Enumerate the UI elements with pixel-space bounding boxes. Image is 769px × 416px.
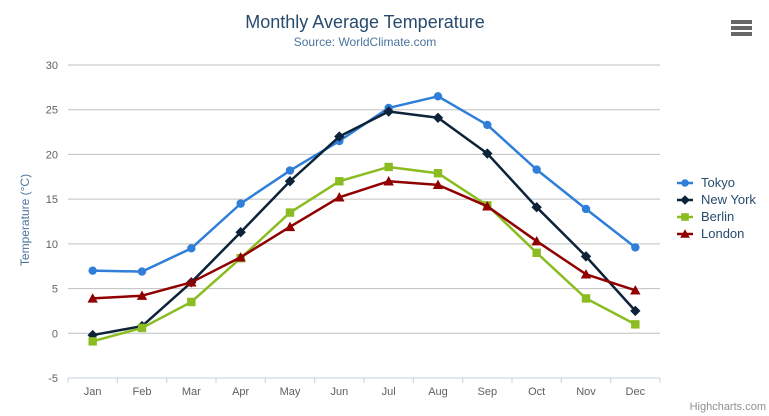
x-axis-label: Jan <box>84 386 102 398</box>
legend-item-label: Tokyo <box>701 175 735 190</box>
data-point-new-york[interactable] <box>235 227 246 238</box>
legend: Tokyo New York Berlin London <box>676 174 756 242</box>
data-point-tokyo[interactable] <box>483 120 492 130</box>
series-line-berlin <box>91 165 637 343</box>
data-point-berlin[interactable] <box>335 177 344 186</box>
data-point-tokyo[interactable] <box>285 166 295 175</box>
data-point-tokyo[interactable] <box>532 165 541 174</box>
hamburger-icon <box>729 20 754 36</box>
data-point-tokyo[interactable] <box>88 266 97 275</box>
data-point-london[interactable] <box>284 221 296 232</box>
square-marker-icon <box>677 212 693 221</box>
x-axis-label: Sep <box>478 386 498 398</box>
series-line-london <box>91 180 637 300</box>
y-axis-label: 0 <box>52 328 58 340</box>
data-point-tokyo[interactable] <box>581 204 591 214</box>
legend-marker-symbol <box>680 228 690 238</box>
data-point-berlin[interactable] <box>137 323 147 333</box>
export-menu-button[interactable] <box>729 18 754 38</box>
data-point-berlin[interactable] <box>631 320 640 329</box>
y-axis-label: 15 <box>46 194 58 206</box>
legend-item-new-york[interactable]: New York <box>676 191 756 208</box>
data-point-berlin[interactable] <box>88 337 97 346</box>
y-axis-label: 25 <box>46 105 58 117</box>
y-axis-label: 5 <box>52 284 58 296</box>
data-point-new-york[interactable] <box>383 106 394 117</box>
data-point-tokyo[interactable] <box>433 92 443 101</box>
legend-item-label: Berlin <box>701 209 735 224</box>
data-point-tokyo[interactable] <box>187 244 196 253</box>
x-axis-label: Nov <box>576 386 596 398</box>
data-point-london[interactable] <box>580 269 592 279</box>
data-point-london[interactable] <box>630 285 641 295</box>
y-axis-label: 20 <box>46 149 58 161</box>
x-axis-label: Jun <box>330 386 348 398</box>
data-point-new-york[interactable] <box>334 131 345 142</box>
data-point-new-york[interactable] <box>284 176 296 187</box>
legend-marker-symbol <box>680 194 690 205</box>
chart-subtitle: Source: WorldClimate.com <box>293 35 437 49</box>
x-axis-label: May <box>280 386 301 398</box>
legend-item-label: New York <box>701 192 756 207</box>
data-point-london[interactable] <box>531 235 542 246</box>
y-axis-label: 10 <box>46 239 58 251</box>
data-point-berlin[interactable] <box>433 169 443 178</box>
data-point-london[interactable] <box>482 201 493 211</box>
data-point-london[interactable] <box>432 179 444 190</box>
data-point-berlin[interactable] <box>581 294 591 303</box>
series-line-new-york <box>91 110 637 337</box>
triangle-marker-icon <box>677 228 693 238</box>
legend-item-berlin[interactable]: Berlin <box>676 208 756 225</box>
x-axis-label: Feb <box>133 386 152 398</box>
data-point-new-york[interactable] <box>432 112 444 123</box>
data-point-berlin[interactable] <box>532 248 541 257</box>
series-line-tokyo <box>91 95 637 273</box>
x-axis-label: Apr <box>232 386 249 398</box>
data-point-tokyo[interactable] <box>236 199 245 208</box>
credits-link[interactable]: Highcharts.com <box>689 401 766 413</box>
circle-marker-icon <box>677 178 693 187</box>
x-axis-label: Dec <box>626 386 646 398</box>
data-point-london[interactable] <box>235 252 246 262</box>
x-axis-label: Jul <box>382 386 396 398</box>
data-point-tokyo[interactable] <box>631 243 640 252</box>
y-axis-label: 30 <box>46 60 58 72</box>
legend-item-label: London <box>701 226 745 241</box>
data-point-new-york[interactable] <box>580 251 592 262</box>
data-point-new-york[interactable] <box>531 201 542 213</box>
x-axis-label: Aug <box>428 386 448 398</box>
y-axis-label: -5 <box>48 373 58 385</box>
data-point-london[interactable] <box>136 290 148 300</box>
legend-marker-symbol <box>681 178 689 187</box>
data-point-berlin[interactable] <box>384 162 393 172</box>
legend-item-tokyo[interactable]: Tokyo <box>676 174 756 191</box>
x-axis-label: Mar <box>182 386 201 398</box>
data-point-london[interactable] <box>186 277 197 287</box>
legend-marker-symbol <box>681 212 689 221</box>
data-point-london[interactable] <box>383 176 394 186</box>
data-point-berlin[interactable] <box>285 208 295 217</box>
data-point-london[interactable] <box>334 192 345 202</box>
data-point-berlin[interactable] <box>187 297 196 307</box>
legend-item-london[interactable]: London <box>676 225 756 242</box>
chart-title: Monthly Average Temperature <box>245 12 485 32</box>
data-point-new-york[interactable] <box>630 305 641 317</box>
diamond-marker-icon <box>677 194 693 205</box>
data-point-tokyo[interactable] <box>137 267 147 276</box>
data-point-london[interactable] <box>87 293 98 303</box>
x-axis-label: Oct <box>528 386 545 398</box>
data-point-new-york[interactable] <box>482 148 493 159</box>
